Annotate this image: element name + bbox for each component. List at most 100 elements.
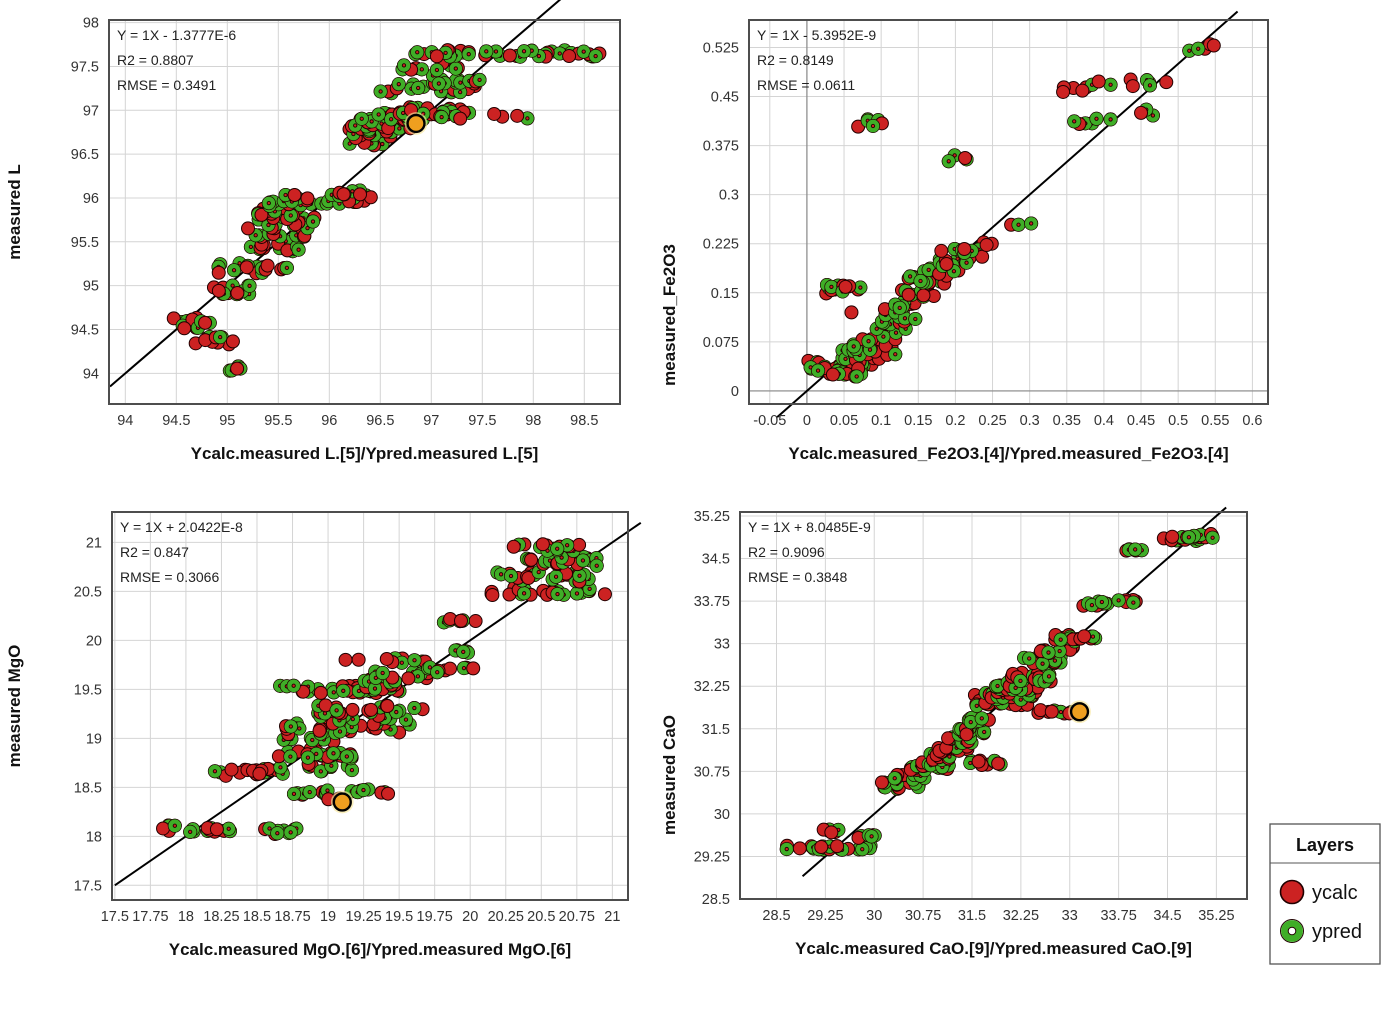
- svg-text:RMSE = 0.3491: RMSE = 0.3491: [117, 77, 216, 93]
- svg-text:0.1: 0.1: [871, 413, 891, 429]
- svg-text:30.75: 30.75: [694, 764, 730, 780]
- svg-text:18.5: 18.5: [243, 909, 271, 925]
- svg-text:ypred: ypred: [1312, 921, 1362, 943]
- svg-text:35.25: 35.25: [1198, 908, 1234, 924]
- svg-text:94: 94: [83, 366, 99, 382]
- svg-text:96: 96: [321, 413, 337, 429]
- svg-text:0.45: 0.45: [1127, 413, 1155, 429]
- svg-text:0.2: 0.2: [945, 413, 965, 429]
- svg-text:R2 = 0.847: R2 = 0.847: [120, 544, 189, 560]
- svg-text:21: 21: [86, 535, 102, 551]
- svg-text:31.5: 31.5: [702, 722, 730, 738]
- svg-text:97: 97: [423, 413, 439, 429]
- svg-text:0.525: 0.525: [703, 40, 739, 56]
- svg-text:95.5: 95.5: [71, 235, 99, 251]
- svg-text:19.5: 19.5: [385, 909, 413, 925]
- svg-text:97: 97: [83, 103, 99, 119]
- svg-text:RMSE = 0.3066: RMSE = 0.3066: [120, 569, 219, 585]
- svg-text:19: 19: [86, 731, 102, 747]
- svg-text:0.15: 0.15: [904, 413, 932, 429]
- svg-text:-0.05: -0.05: [753, 413, 786, 429]
- svg-text:95.5: 95.5: [264, 413, 292, 429]
- svg-text:0.375: 0.375: [703, 139, 739, 155]
- svg-text:18.75: 18.75: [274, 909, 310, 925]
- svg-text:34.5: 34.5: [702, 552, 730, 568]
- svg-text:18: 18: [86, 829, 102, 845]
- svg-text:0.5: 0.5: [1168, 413, 1188, 429]
- svg-text:30: 30: [866, 908, 882, 924]
- svg-text:Ycalc.measured MgO.[6]/Ypred.m: Ycalc.measured MgO.[6]/Ypred.measured Mg…: [169, 940, 571, 959]
- svg-text:20.25: 20.25: [488, 909, 524, 925]
- svg-text:Ycalc.measured_Fe2O3.[4]/Ypred: Ycalc.measured_Fe2O3.[4]/Ypred.measured_…: [788, 444, 1228, 463]
- svg-text:Ycalc.measured L.[5]/Ypred.mea: Ycalc.measured L.[5]/Ypred.measured L.[5…: [191, 444, 539, 463]
- svg-text:RMSE = 0.0611: RMSE = 0.0611: [757, 77, 855, 93]
- svg-text:20.5: 20.5: [527, 909, 555, 925]
- svg-text:0.05: 0.05: [830, 413, 858, 429]
- svg-text:Y = 1X - 1.3777E-6: Y = 1X - 1.3777E-6: [117, 27, 236, 43]
- svg-text:20.5: 20.5: [74, 584, 102, 600]
- svg-text:30.75: 30.75: [905, 908, 941, 924]
- svg-text:96: 96: [83, 191, 99, 207]
- svg-text:0.3: 0.3: [719, 188, 739, 204]
- svg-text:0: 0: [731, 384, 739, 400]
- svg-text:Y = 1X + 8.0485E-9: Y = 1X + 8.0485E-9: [748, 519, 871, 535]
- svg-text:0.55: 0.55: [1201, 413, 1229, 429]
- svg-text:33.75: 33.75: [1100, 908, 1136, 924]
- svg-text:19: 19: [320, 909, 336, 925]
- svg-text:94.5: 94.5: [162, 413, 190, 429]
- svg-text:29.25: 29.25: [807, 908, 843, 924]
- svg-text:measured L: measured L: [5, 164, 24, 259]
- svg-text:0.4: 0.4: [1094, 413, 1114, 429]
- svg-text:33: 33: [714, 637, 730, 653]
- svg-text:0.225: 0.225: [703, 237, 739, 253]
- svg-text:0.25: 0.25: [978, 413, 1006, 429]
- svg-text:94: 94: [117, 413, 133, 429]
- svg-text:35.25: 35.25: [694, 509, 730, 525]
- svg-text:0.075: 0.075: [703, 335, 739, 351]
- svg-text:33.75: 33.75: [694, 594, 730, 610]
- svg-text:21: 21: [604, 909, 620, 925]
- svg-text:18.25: 18.25: [203, 909, 239, 925]
- svg-text:96.5: 96.5: [71, 147, 99, 163]
- svg-text:0.6: 0.6: [1242, 413, 1262, 429]
- svg-text:17.5: 17.5: [101, 909, 129, 925]
- svg-text:95: 95: [219, 413, 235, 429]
- svg-text:32.25: 32.25: [1003, 908, 1039, 924]
- svg-text:20: 20: [462, 909, 478, 925]
- svg-text:0.3: 0.3: [1020, 413, 1040, 429]
- svg-text:Layers: Layers: [1296, 835, 1354, 855]
- svg-text:Ycalc.measured CaO.[9]/Ypred.m: Ycalc.measured CaO.[9]/Ypred.measured Ca…: [795, 939, 1192, 958]
- svg-text:95: 95: [83, 279, 99, 295]
- svg-text:96.5: 96.5: [366, 413, 394, 429]
- svg-text:98: 98: [525, 413, 541, 429]
- svg-text:20.75: 20.75: [559, 909, 595, 925]
- svg-text:31.5: 31.5: [958, 908, 986, 924]
- svg-text:33: 33: [1062, 908, 1078, 924]
- svg-text:0.35: 0.35: [1053, 413, 1081, 429]
- svg-text:17.5: 17.5: [74, 878, 102, 894]
- svg-text:0: 0: [803, 413, 811, 429]
- svg-text:0.45: 0.45: [711, 90, 739, 106]
- svg-text:17.75: 17.75: [132, 909, 168, 925]
- svg-text:RMSE = 0.3848: RMSE = 0.3848: [748, 569, 847, 585]
- svg-text:34.5: 34.5: [1153, 908, 1181, 924]
- svg-text:18.5: 18.5: [74, 780, 102, 796]
- svg-text:19.75: 19.75: [417, 909, 453, 925]
- svg-text:R2 = 0.8149: R2 = 0.8149: [757, 52, 834, 68]
- svg-text:0.15: 0.15: [711, 286, 739, 302]
- svg-text:28.5: 28.5: [702, 892, 730, 908]
- svg-text:97.5: 97.5: [71, 59, 99, 75]
- svg-text:R2 = 0.8807: R2 = 0.8807: [117, 52, 194, 68]
- svg-text:98: 98: [83, 16, 99, 32]
- svg-text:97.5: 97.5: [468, 413, 496, 429]
- svg-text:ycalc: ycalc: [1312, 882, 1358, 904]
- svg-text:94.5: 94.5: [71, 322, 99, 338]
- svg-text:R2 = 0.9096: R2 = 0.9096: [748, 544, 825, 560]
- svg-text:Y = 1X + 2.0422E-8: Y = 1X + 2.0422E-8: [120, 519, 243, 535]
- svg-text:98.5: 98.5: [570, 413, 598, 429]
- svg-text:29.25: 29.25: [694, 849, 730, 865]
- svg-text:Y = 1X - 5.3952E-9: Y = 1X - 5.3952E-9: [757, 27, 876, 43]
- svg-text:20: 20: [86, 633, 102, 649]
- svg-text:30: 30: [714, 807, 730, 823]
- svg-text:18: 18: [178, 909, 194, 925]
